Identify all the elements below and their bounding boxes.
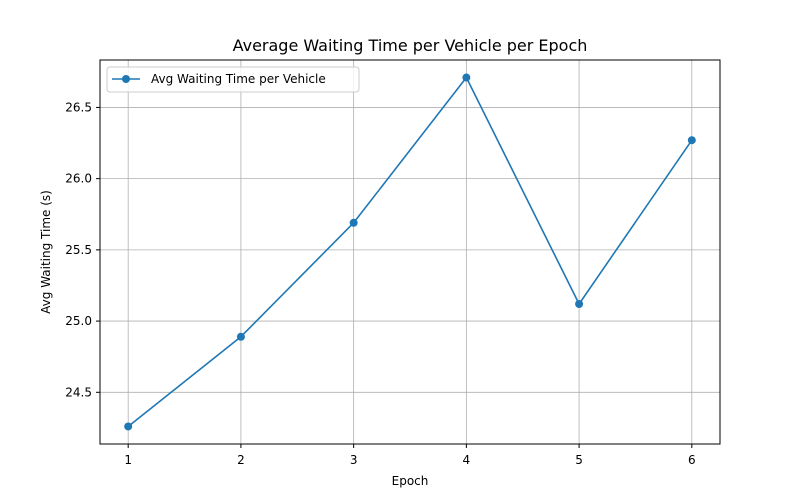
x-tick-label: 1 [124,453,132,467]
x-axis-label: Epoch [392,474,429,488]
y-tick-label: 26.5 [65,100,92,114]
plot-frame [99,59,721,445]
x-tick-label: 4 [463,453,471,467]
y-tick-label: 26.0 [65,172,92,186]
legend: Avg Waiting Time per Vehicle [106,66,360,93]
y-tick-label: 25.0 [65,314,92,328]
data-point [462,73,471,82]
data-point [349,218,358,227]
y-tick-label: 25.5 [65,243,92,257]
x-tick-label: 3 [350,453,358,467]
x-tick-label: 6 [688,453,696,467]
ticks: 1 2 3 4 5 6 24.5 25.0 25.5 26.0 26.5 [65,100,695,467]
y-tick-label: 24.5 [65,385,92,399]
series [124,73,696,431]
legend-box [106,66,360,93]
data-point [575,299,584,308]
y-axis-label: Avg Waiting Time (s) [39,190,53,314]
legend-label: Avg Waiting Time per Vehicle [151,72,326,86]
data-point [236,332,245,341]
legend-point-marker [122,75,130,83]
grid [100,60,720,444]
data-point [687,136,696,145]
data-point [124,422,133,431]
series-line [127,76,693,428]
chart-title: Average Waiting Time per Vehicle per Epo… [233,36,588,55]
x-tick-label: 5 [575,453,583,467]
x-tick-label: 2 [237,453,245,467]
